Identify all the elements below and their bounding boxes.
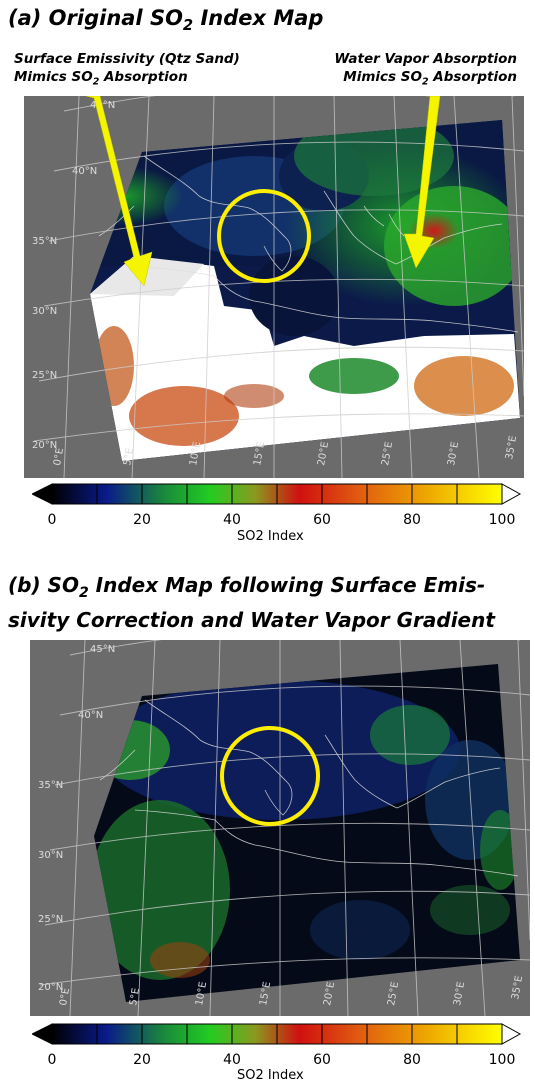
panel-b-title: (b) SO2 Index Map following Surface Emis… <box>8 573 495 632</box>
colorbar-tick-label: 0 <box>47 1052 57 1068</box>
lon-label: 20°E <box>316 441 331 467</box>
lat-label: 40°N <box>78 710 103 721</box>
swath-image-a <box>90 120 520 461</box>
lon-label: 30°E <box>446 441 461 467</box>
lon-label: 25°E <box>380 441 395 467</box>
colorbar-b: 0 20 40 60 80 100 SO2 Index <box>30 1022 522 1083</box>
colorbar-tick-label: 20 <box>133 1052 151 1068</box>
colorbar-tick-label: 100 <box>488 1052 516 1068</box>
arrow-right-icon <box>403 96 441 269</box>
lon-label: 15°E <box>258 981 273 1007</box>
colorbar-tick-label: 60 <box>313 512 331 528</box>
colorbar-tick-label: 40 <box>223 512 241 528</box>
arrow-left-icon <box>85 96 153 287</box>
lat-label: 20°N <box>38 982 63 993</box>
water-vapor-annotation: Water Vapor Absorption Mimics SO2 Absorp… <box>334 51 517 88</box>
lon-label: 5°E <box>128 987 142 1006</box>
lon-label: 10°E <box>194 981 209 1007</box>
colorbar-tick-label: 80 <box>403 512 421 528</box>
lon-label: 0°E <box>52 447 66 466</box>
lon-label: 35°E <box>510 975 525 1001</box>
graticule-labels-b: 45°N 40°N 35°N 30°N 25°N 20°N 0°E 5°E 10… <box>38 644 525 1007</box>
graticule-a <box>33 96 524 478</box>
so2-index-map-original: 45°N 40°N 35°N 30°N 25°N 20°N 0°E 5°E 10… <box>24 96 524 478</box>
lon-label: 35°E <box>504 435 519 461</box>
colorbar-tick-label: 20 <box>133 512 151 528</box>
swath-image-b <box>94 664 520 1002</box>
highlight-circle <box>217 189 311 283</box>
so2-index-map-corrected: 45°N 40°N 35°N 30°N 25°N 20°N 0°E 5°E 10… <box>30 640 530 1016</box>
lon-label: 5°E <box>122 447 136 466</box>
colorbar-b-gradient <box>30 1023 522 1045</box>
colorbar-tick-label: 80 <box>403 1052 421 1068</box>
colorbar-tick-label: 0 <box>47 512 57 528</box>
lat-label: 35°N <box>38 780 63 791</box>
lon-label: 30°E <box>452 981 467 1007</box>
lon-label: 0°E <box>58 987 72 1006</box>
graticule-labels-a: 45°N 40°N 35°N 30°N 25°N 20°N 0°E 5°E 10… <box>32 100 519 467</box>
colorbar-a: 0 20 40 60 80 100 SO2 Index <box>30 482 522 544</box>
lat-label: 30°N <box>32 306 57 317</box>
lat-label: 35°N <box>32 236 57 247</box>
lat-label: 20°N <box>32 440 57 451</box>
lat-label: 30°N <box>38 850 63 861</box>
lat-label: 25°N <box>38 914 63 925</box>
colorbar-a-gradient <box>30 483 522 505</box>
colorbar-tick-label: 60 <box>313 1052 331 1068</box>
colorbar-a-label: SO2 Index <box>237 529 304 544</box>
lon-label: 15°E <box>252 441 267 467</box>
lat-label: 45°N <box>90 644 115 655</box>
colorbar-tick-label: 100 <box>488 512 516 528</box>
graticule-b <box>39 640 530 1016</box>
lat-label: 25°N <box>32 370 57 381</box>
panel-a-title: (a) Original SO2 Index Map <box>8 6 324 35</box>
coastlines-b <box>99 699 519 877</box>
coastlines-a <box>98 155 519 333</box>
colorbar-b-label: SO2 Index <box>237 1068 304 1083</box>
lon-label: 20°E <box>322 981 337 1007</box>
lon-label: 25°E <box>386 981 401 1007</box>
colorbar-tick-label: 40 <box>223 1052 241 1068</box>
lat-label: 40°N <box>72 166 97 177</box>
surface-emissivity-annotation: Surface Emissivity (Qtz Sand) Mimics SO2… <box>14 51 240 88</box>
lon-label: 10°E <box>188 441 203 467</box>
highlight-circle <box>220 726 320 826</box>
